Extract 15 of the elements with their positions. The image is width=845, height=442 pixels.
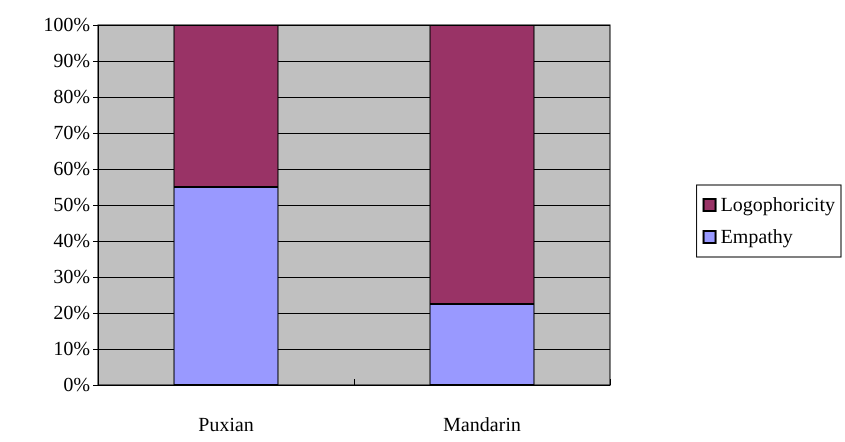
y-tick-label: 50% bbox=[53, 194, 90, 216]
y-tick-label: 80% bbox=[53, 86, 90, 108]
y-tick-label: 70% bbox=[53, 122, 90, 144]
x-tick-label: Mandarin bbox=[443, 414, 521, 436]
y-tick-label: 20% bbox=[53, 302, 90, 324]
y-tick-label: 30% bbox=[53, 266, 90, 288]
legend-label: Logophoricity bbox=[720, 194, 836, 216]
y-tick-label: 100% bbox=[43, 14, 90, 36]
y-tick-label: 0% bbox=[63, 374, 90, 396]
y-tick-label: 60% bbox=[53, 158, 90, 180]
y-tick-label: 10% bbox=[53, 338, 90, 360]
y-tick-label: 40% bbox=[53, 230, 90, 252]
x-tick-label: Puxian bbox=[198, 414, 254, 436]
legend-label: Empathy bbox=[720, 226, 793, 248]
y-tick-label: 90% bbox=[53, 50, 90, 72]
